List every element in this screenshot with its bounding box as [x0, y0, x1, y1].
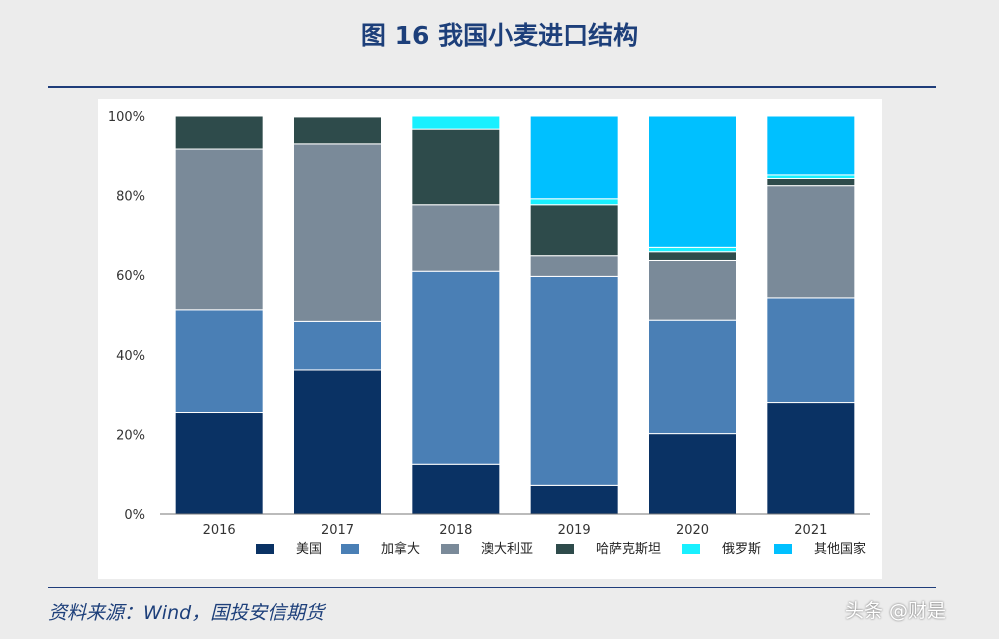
- legend-swatch: [682, 544, 700, 554]
- watermark: 头条 @财是: [845, 600, 947, 622]
- legend-label: 其他国家: [814, 541, 866, 557]
- x-tick-label: 2020: [676, 523, 709, 538]
- x-tick-label: 2017: [321, 523, 354, 538]
- top-divider: [48, 86, 936, 88]
- x-tick-label: 2019: [558, 523, 591, 538]
- bar-segment: [411, 204, 501, 272]
- legend-label: 加拿大: [381, 541, 420, 557]
- bar-segment: [293, 116, 382, 145]
- source-note: 资料来源：Wind，国投安信期货: [48, 602, 325, 624]
- bar-segment: [293, 143, 382, 322]
- bar-segment: [766, 185, 856, 299]
- page-title: 图 16 我国小麦进口结构: [360, 21, 639, 50]
- x-tick-label: 2018: [439, 523, 472, 538]
- bar-segment: [174, 412, 264, 515]
- x-tick-label: 2016: [203, 523, 236, 538]
- bar-segment: [766, 177, 856, 187]
- bar-segment: [648, 433, 737, 515]
- legend-label: 俄罗斯: [722, 542, 761, 557]
- bar-segment: [648, 251, 737, 261]
- bar-segment: [293, 320, 382, 371]
- bottom-divider: [48, 587, 936, 588]
- legend-swatch: [441, 544, 459, 554]
- legend-swatch: [341, 544, 359, 554]
- legend-swatch: [774, 544, 792, 554]
- bar-segment: [411, 128, 501, 206]
- bar-segment: [529, 484, 619, 515]
- bar-segment: [648, 246, 737, 253]
- bar-segment: [293, 369, 382, 515]
- legend-label: 哈萨克斯坦: [596, 542, 661, 557]
- bar-segment: [766, 297, 856, 404]
- y-tick-label: 60%: [116, 269, 145, 284]
- bar-segment: [648, 115, 737, 248]
- bar-segment: [766, 115, 856, 176]
- bar-segment: [766, 174, 856, 179]
- x-tick-label: 2021: [794, 523, 827, 538]
- chart-panel: 0% 20% 40% 60% 80% 100% 2016 2017 2018 2019 2020 20…: [98, 99, 882, 579]
- y-tick-label: 40%: [116, 349, 145, 364]
- bar-segment: [529, 115, 619, 200]
- legend-label: 澳大利亚: [481, 541, 533, 557]
- y-tick-label: 100%: [108, 110, 145, 125]
- bar-segment: [648, 319, 737, 435]
- y-tick-label: 20%: [116, 428, 145, 443]
- bar-segment: [529, 275, 619, 486]
- bar-segment: [174, 115, 264, 150]
- bar-segment: [529, 255, 619, 277]
- y-tick-label: 0%: [124, 508, 145, 523]
- legend-swatch: [256, 544, 274, 554]
- bar-segment: [648, 259, 737, 321]
- bar-segment: [766, 402, 856, 515]
- legend-swatch: [556, 544, 574, 554]
- bar-segment: [411, 115, 501, 130]
- bar-segment: [411, 270, 501, 465]
- bar-segment: [529, 198, 619, 206]
- bar-segment: [174, 309, 264, 414]
- bar-segment: [293, 115, 382, 118]
- bar-segment: [411, 463, 501, 515]
- bar-segment: [174, 148, 264, 311]
- y-tick-label: 80%: [116, 190, 145, 205]
- legend-label: 美国: [296, 542, 322, 557]
- bar-segment: [529, 204, 619, 257]
- stacked-bar-chart: 0% 20% 40% 60% 80% 100% 2016 2017 2018 2019 2020 20…: [108, 110, 870, 557]
